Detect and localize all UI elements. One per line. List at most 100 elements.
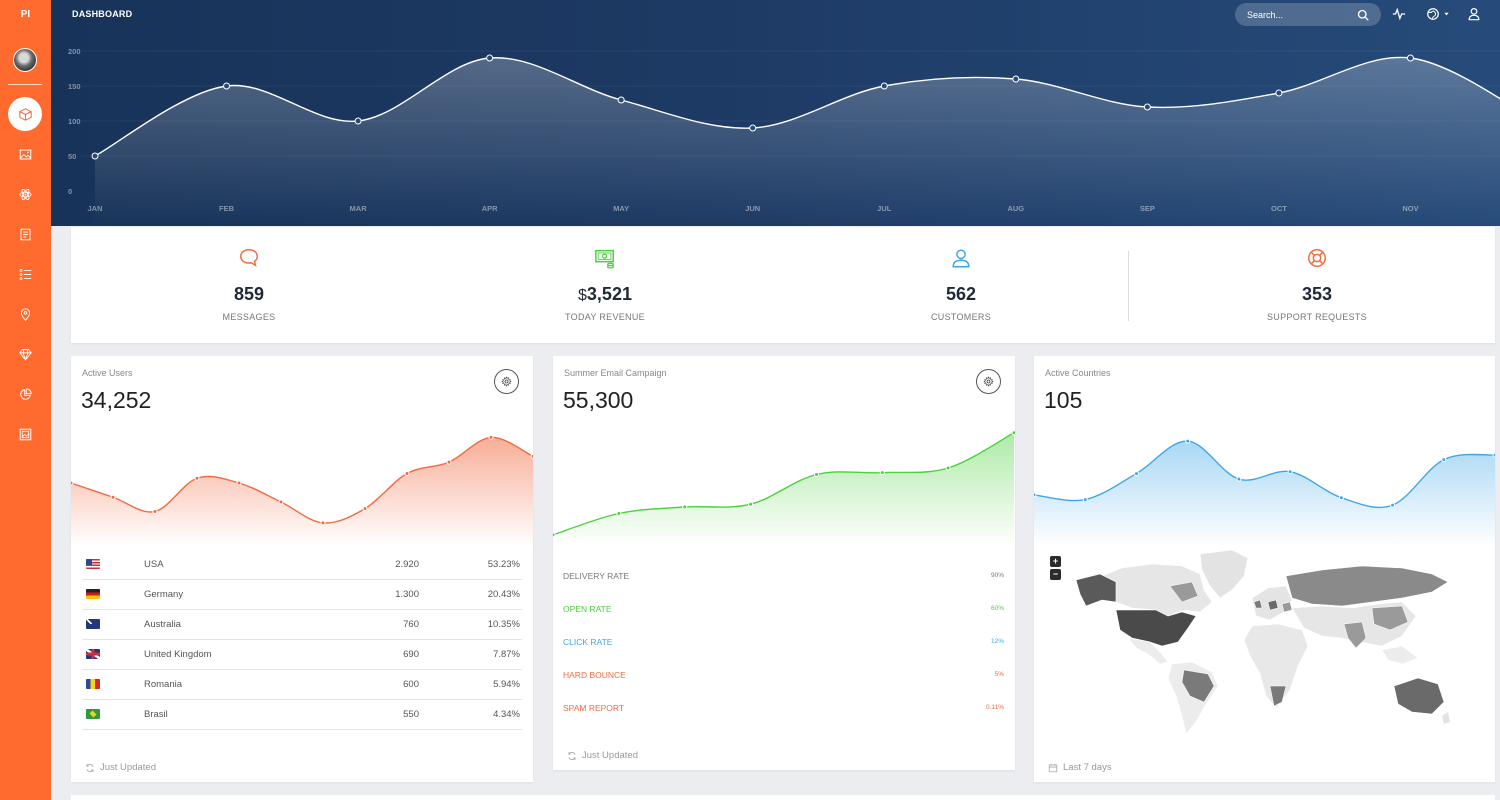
country-name: Germany xyxy=(144,589,184,600)
sidebar-item-components[interactable] xyxy=(0,177,51,211)
stat-label: TODAY REVENUE xyxy=(565,312,645,322)
metric-spam-report: SPAM REPORT 0.11% xyxy=(563,703,1004,713)
data-point[interactable] xyxy=(446,459,452,465)
data-point[interactable] xyxy=(748,501,754,507)
page-title: DASHBOARD xyxy=(72,9,133,19)
pie-chart-icon xyxy=(20,387,32,400)
data-point[interactable] xyxy=(945,465,951,471)
diamond-icon xyxy=(19,348,32,361)
sidebar-item-maps[interactable] xyxy=(0,297,51,331)
data-point[interactable] xyxy=(91,152,99,160)
data-point[interactable] xyxy=(879,470,885,476)
stat-messages: 859 MESSAGES xyxy=(71,227,427,343)
romania-flag-icon xyxy=(86,679,100,689)
sidebar-item-gallery[interactable] xyxy=(0,417,51,451)
data-point[interactable] xyxy=(880,82,888,90)
data-point[interactable] xyxy=(362,506,368,512)
metric-hard-bounce: HARD BOUNCE 5% xyxy=(563,670,1004,680)
country-name: USA xyxy=(144,559,164,570)
data-point[interactable] xyxy=(617,96,625,104)
sidebar-item-list[interactable] xyxy=(0,257,51,291)
data-point[interactable] xyxy=(320,520,326,526)
chevron-down-icon[interactable] xyxy=(1443,7,1450,21)
avatar[interactable] xyxy=(13,48,37,72)
uk-flag-icon xyxy=(86,649,100,659)
globe-icon[interactable] xyxy=(1426,7,1440,21)
activity-icon[interactable] xyxy=(1392,7,1406,21)
data-point[interactable] xyxy=(194,475,200,481)
active-countries-card: Active Countries 105 + − xyxy=(1034,356,1495,782)
search-icon[interactable] xyxy=(1357,9,1369,21)
stat-value: 859 xyxy=(233,284,265,304)
data-point[interactable] xyxy=(278,499,284,505)
sidebar-item-images[interactable] xyxy=(0,137,51,171)
australia-flag-icon xyxy=(86,619,100,629)
data-point[interactable] xyxy=(404,471,410,476)
sidebar-item-charts[interactable] xyxy=(0,377,51,411)
data-point[interactable] xyxy=(236,480,242,486)
data-point[interactable] xyxy=(1143,103,1151,111)
brasil-flag-icon xyxy=(86,709,100,719)
map-zoom-out-button[interactable]: − xyxy=(1050,569,1061,580)
data-point[interactable] xyxy=(1338,495,1344,501)
user-icon[interactable] xyxy=(1467,7,1481,21)
sidebar-item-notebook[interactable] xyxy=(0,217,51,251)
sidebar-item-dashboard[interactable] xyxy=(0,97,51,131)
data-point[interactable] xyxy=(616,511,622,516)
data-point[interactable] xyxy=(1441,457,1447,463)
image-icon xyxy=(19,149,32,159)
world-map[interactable] xyxy=(1072,546,1457,736)
country-name: Romania xyxy=(144,679,183,690)
map-zoom-in-button[interactable]: + xyxy=(1050,556,1061,567)
data-point[interactable] xyxy=(1185,438,1191,444)
brand-logo[interactable]: PI xyxy=(20,9,31,20)
country-percent: 10.35% xyxy=(487,619,520,630)
data-point[interactable] xyxy=(486,54,494,62)
data-point[interactable] xyxy=(354,117,362,125)
data-point[interactable] xyxy=(749,124,757,132)
search-input[interactable] xyxy=(1247,9,1357,20)
data-point[interactable] xyxy=(553,532,556,538)
data-point[interactable] xyxy=(530,453,533,459)
data-point[interactable] xyxy=(1011,430,1015,436)
data-point[interactable] xyxy=(1492,452,1495,458)
table-row: Australia 760 10.35% xyxy=(82,610,522,640)
sidebar-item-premium[interactable] xyxy=(0,337,51,371)
data-point[interactable] xyxy=(1034,492,1037,498)
data-point[interactable] xyxy=(1236,476,1242,482)
data-point[interactable] xyxy=(813,472,819,477)
table-row: Brasil 550 4.34% xyxy=(82,700,522,730)
card-title: Active Countries xyxy=(1045,368,1111,378)
data-point[interactable] xyxy=(1275,89,1283,97)
data-point[interactable] xyxy=(1133,471,1139,477)
data-point[interactable] xyxy=(1012,75,1020,83)
footer-text: Just Updated xyxy=(100,762,156,773)
stat-customers: 562 CUSTOMERS xyxy=(783,227,1139,343)
series-area xyxy=(95,57,1500,226)
card-title: Summer Email Campaign xyxy=(564,368,667,378)
country-percent: 20.43% xyxy=(487,589,520,600)
data-point[interactable] xyxy=(110,494,116,500)
metric-value: 12% xyxy=(990,638,1004,645)
settings-button[interactable] xyxy=(976,369,1001,394)
email-campaign-card: Summer Email Campaign 55,300 DELIVERY RA… xyxy=(553,356,1015,770)
country-name: Brasil xyxy=(144,709,168,720)
card-footer: Last 7 days xyxy=(1048,762,1112,773)
usa-flag-icon xyxy=(86,559,100,569)
box-icon xyxy=(19,107,32,121)
data-point[interactable] xyxy=(1390,502,1396,508)
monthly-line-chart: 200150100500JANFEBMARAPRMAYJUNJULAUGSEPO… xyxy=(68,47,1500,226)
data-point[interactable] xyxy=(152,509,158,514)
data-point[interactable] xyxy=(1082,497,1088,503)
data-point[interactable] xyxy=(71,480,74,486)
metric-value: 60% xyxy=(990,605,1004,612)
data-point[interactable] xyxy=(488,434,494,440)
data-point[interactable] xyxy=(223,82,231,90)
settings-button[interactable] xyxy=(494,369,519,394)
table-row: USA 2.920 53.23% xyxy=(82,550,522,580)
data-point[interactable] xyxy=(682,504,688,510)
refresh-icon xyxy=(568,751,576,760)
data-point[interactable] xyxy=(1406,54,1414,62)
data-point[interactable] xyxy=(1287,469,1293,475)
photo-frame-icon xyxy=(19,428,32,440)
